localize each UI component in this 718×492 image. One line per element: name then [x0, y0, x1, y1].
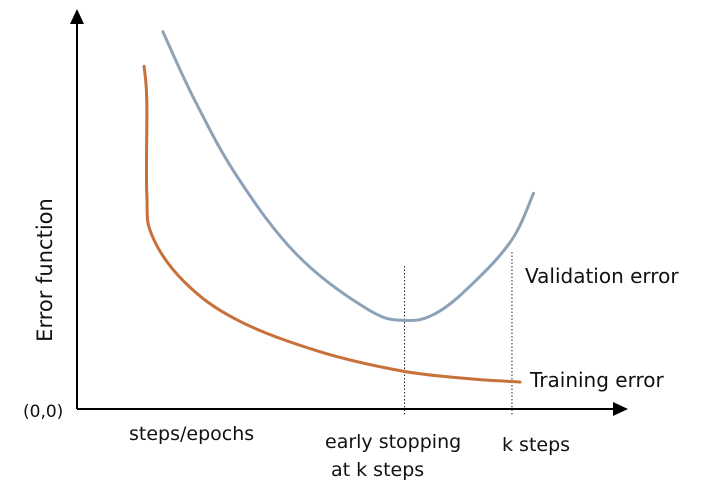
curves [142, 30, 535, 384]
marker-label-early-stopping-line2: at k steps [331, 459, 424, 481]
marker-label-k-steps: k steps [502, 434, 570, 456]
marker-label-early-stopping-line1: early stopping [325, 431, 461, 453]
validation-error-curve [161, 30, 535, 323]
y-axis-arrow [70, 9, 84, 24]
x-axis-arrow [613, 402, 628, 416]
x-axis-label: steps/epochs [129, 423, 254, 445]
series-label-validation: Validation error [525, 264, 679, 288]
y-axis-label: Error function [33, 198, 57, 342]
marker-label-early-stopping: early stopping at k steps [325, 431, 467, 481]
series-label-training: Training error [529, 368, 664, 392]
origin-label: (0,0) [23, 402, 63, 422]
training-error-curve [142, 64, 522, 384]
marker-lines [404, 252, 513, 416]
